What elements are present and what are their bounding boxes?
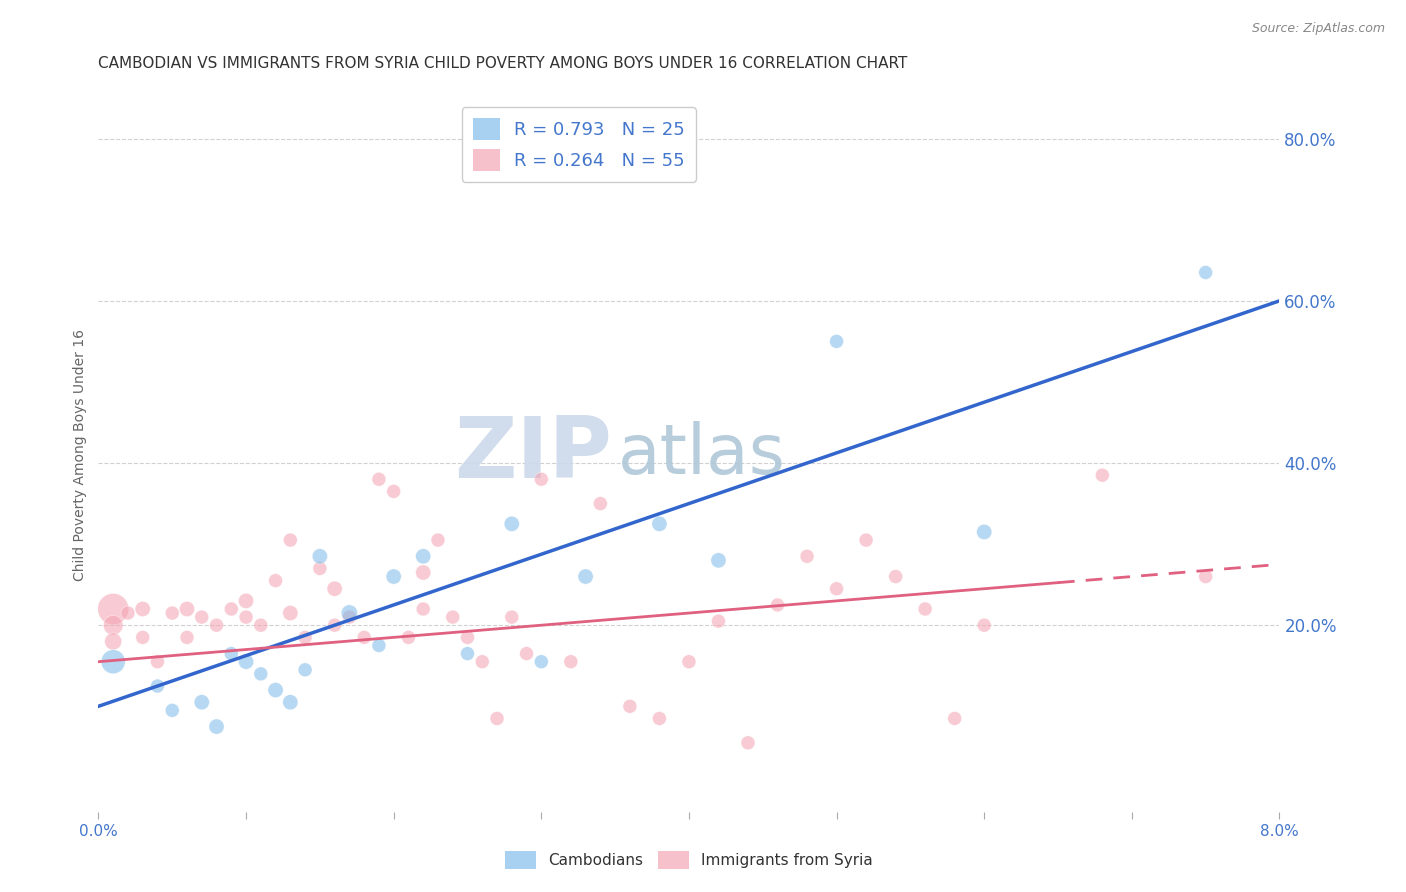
Point <box>973 618 995 632</box>
Point <box>278 606 302 620</box>
Point <box>176 602 198 616</box>
Point <box>219 647 242 661</box>
Point <box>973 524 995 539</box>
Point <box>103 618 125 632</box>
Point <box>132 631 155 645</box>
Point <box>117 606 139 620</box>
Point <box>219 602 242 616</box>
Point <box>191 610 214 624</box>
Point <box>132 602 155 616</box>
Point <box>471 655 494 669</box>
Point <box>412 549 434 564</box>
Point <box>103 602 125 616</box>
Point <box>367 472 389 486</box>
Point <box>1091 468 1114 483</box>
Point <box>205 720 228 734</box>
Point <box>382 484 405 499</box>
Point <box>648 711 671 725</box>
Point <box>737 736 759 750</box>
Y-axis label: Child Poverty Among Boys Under 16: Child Poverty Among Boys Under 16 <box>73 329 87 581</box>
Point <box>278 695 302 709</box>
Point <box>530 472 553 486</box>
Point <box>367 639 389 653</box>
Point <box>162 703 183 717</box>
Point <box>485 711 508 725</box>
Point <box>855 533 877 547</box>
Point <box>146 679 169 693</box>
Point <box>294 631 316 645</box>
Point <box>396 631 419 645</box>
Point <box>353 631 375 645</box>
Point <box>456 647 478 661</box>
Point <box>648 516 671 531</box>
Point <box>825 334 848 349</box>
Point <box>235 610 257 624</box>
Text: atlas: atlas <box>619 421 786 489</box>
Point <box>337 610 360 624</box>
Point <box>501 516 523 531</box>
Point <box>426 533 449 547</box>
Point <box>589 497 612 511</box>
Legend: Cambodians, Immigrants from Syria: Cambodians, Immigrants from Syria <box>499 845 879 875</box>
Point <box>619 699 641 714</box>
Text: CAMBODIAN VS IMMIGRANTS FROM SYRIA CHILD POVERTY AMONG BOYS UNDER 16 CORRELATION: CAMBODIAN VS IMMIGRANTS FROM SYRIA CHILD… <box>98 56 908 71</box>
Text: ZIP: ZIP <box>454 413 612 497</box>
Point <box>707 553 730 567</box>
Point <box>382 569 405 583</box>
Point <box>235 655 257 669</box>
Point <box>574 569 596 583</box>
Point <box>250 618 273 632</box>
Point <box>323 618 346 632</box>
Point <box>205 618 228 632</box>
Point <box>441 610 464 624</box>
Point <box>146 655 169 669</box>
Point <box>412 602 434 616</box>
Point <box>766 598 789 612</box>
Point <box>176 631 198 645</box>
Point <box>323 582 346 596</box>
Point <box>530 655 553 669</box>
Point <box>796 549 818 564</box>
Text: Source: ZipAtlas.com: Source: ZipAtlas.com <box>1251 22 1385 36</box>
Point <box>914 602 936 616</box>
Point <box>191 695 214 709</box>
Point <box>308 561 332 575</box>
Point <box>707 614 730 628</box>
Point <box>1194 265 1216 279</box>
Point <box>250 666 273 681</box>
Point <box>103 655 125 669</box>
Point <box>560 655 582 669</box>
Point <box>412 566 434 580</box>
Point <box>1194 569 1216 583</box>
Point <box>294 663 316 677</box>
Point <box>678 655 700 669</box>
Point <box>337 606 360 620</box>
Point <box>515 647 537 661</box>
Point <box>308 549 332 564</box>
Point <box>264 574 287 588</box>
Point <box>501 610 523 624</box>
Point <box>884 569 907 583</box>
Point <box>162 606 183 620</box>
Point <box>264 683 287 698</box>
Point <box>278 533 302 547</box>
Point <box>103 634 125 648</box>
Point <box>825 582 848 596</box>
Point <box>235 594 257 608</box>
Point <box>943 711 966 725</box>
Point <box>456 631 478 645</box>
